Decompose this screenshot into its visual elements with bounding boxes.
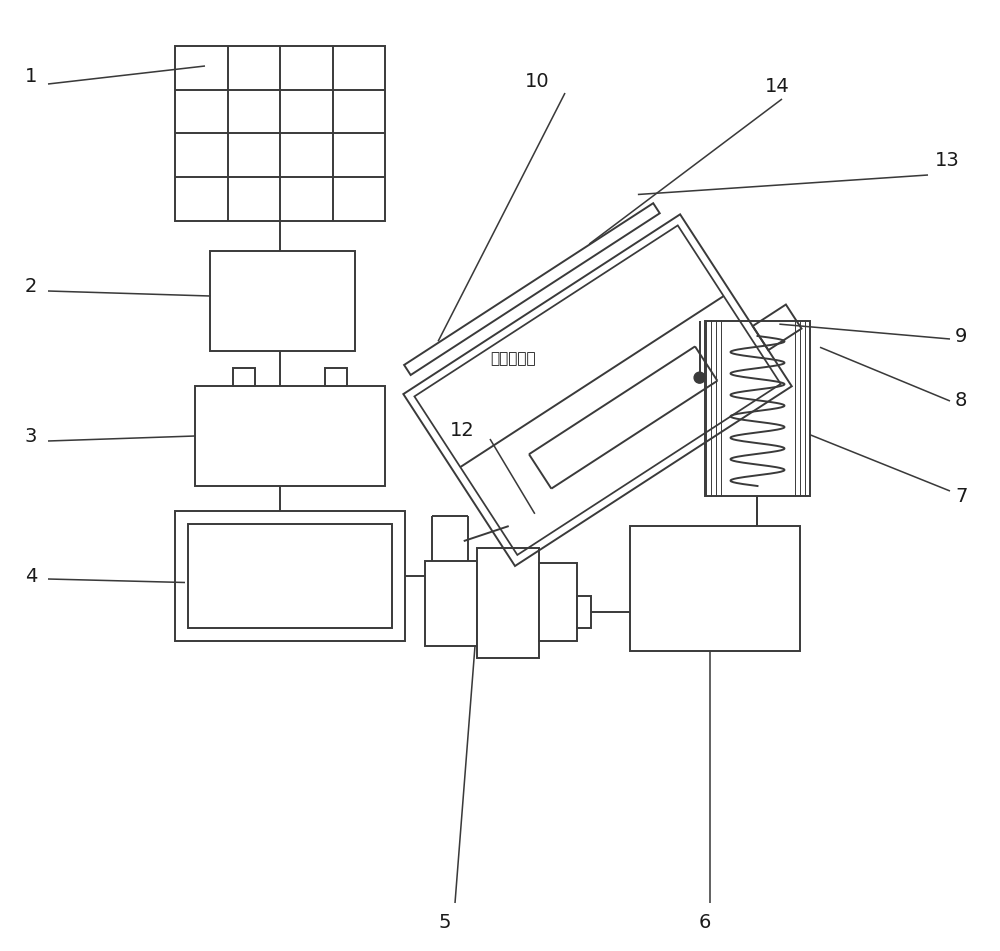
Text: 9: 9: [955, 326, 967, 345]
Bar: [175, 46, 385, 221]
Text: 4: 4: [25, 567, 37, 586]
Bar: [477, 548, 539, 658]
Bar: [630, 526, 800, 651]
Bar: [325, 368, 347, 386]
Bar: [175, 511, 405, 641]
Text: 3: 3: [25, 426, 37, 445]
Text: 待处理工质: 待处理工质: [490, 352, 536, 366]
Text: 7: 7: [955, 487, 967, 506]
Bar: [705, 321, 810, 496]
Bar: [577, 596, 591, 628]
Text: 14: 14: [765, 76, 790, 95]
Bar: [539, 563, 577, 641]
Bar: [188, 524, 392, 628]
Text: 12: 12: [450, 421, 475, 440]
Text: 6: 6: [699, 914, 711, 933]
Text: 10: 10: [525, 71, 550, 90]
Text: 1: 1: [25, 67, 37, 86]
Circle shape: [694, 372, 705, 383]
Text: 8: 8: [955, 392, 967, 411]
Bar: [195, 386, 385, 486]
Text: 2: 2: [25, 277, 37, 296]
Bar: [210, 251, 355, 351]
Text: 13: 13: [935, 151, 960, 170]
Text: 5: 5: [439, 914, 451, 933]
Bar: [233, 368, 255, 386]
Bar: [425, 561, 477, 646]
